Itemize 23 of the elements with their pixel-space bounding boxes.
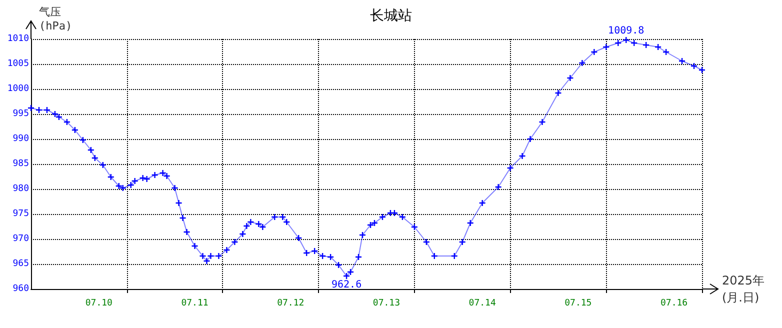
y-tick-label: 960: [12, 284, 29, 294]
y-tick-label: 980: [12, 184, 29, 194]
x-axis-title: 2025年 (月.日): [722, 274, 765, 304]
x-tick-label: 07.16: [660, 298, 688, 308]
chart-title: 长城站: [370, 8, 412, 24]
y-tick-label: 965: [12, 259, 29, 269]
y-tick-label: 970: [12, 234, 29, 244]
y-tick-label: 990: [12, 134, 29, 144]
x-tick-label: 07.15: [564, 298, 592, 308]
y-tick-label: 1010: [7, 34, 29, 44]
y-tick-label: 995: [12, 109, 29, 119]
y-tick-label: 1005: [7, 59, 29, 69]
annotation: 1009.8: [608, 26, 644, 36]
y-tick-label: 1000: [7, 84, 29, 94]
y-tick-label: 985: [12, 159, 29, 169]
annotation: 962.6: [331, 280, 362, 290]
x-tick-label: 07.10: [85, 298, 112, 308]
x-tick-label: 07.14: [468, 298, 496, 308]
x-tick-label: 07.13: [372, 298, 400, 308]
x-tick-label: 07.12: [277, 298, 304, 308]
x-tick-label: 07.11: [181, 298, 208, 308]
y-axis-title: 气压 (hPa): [39, 6, 72, 32]
y-tick-label: 975: [12, 209, 29, 219]
